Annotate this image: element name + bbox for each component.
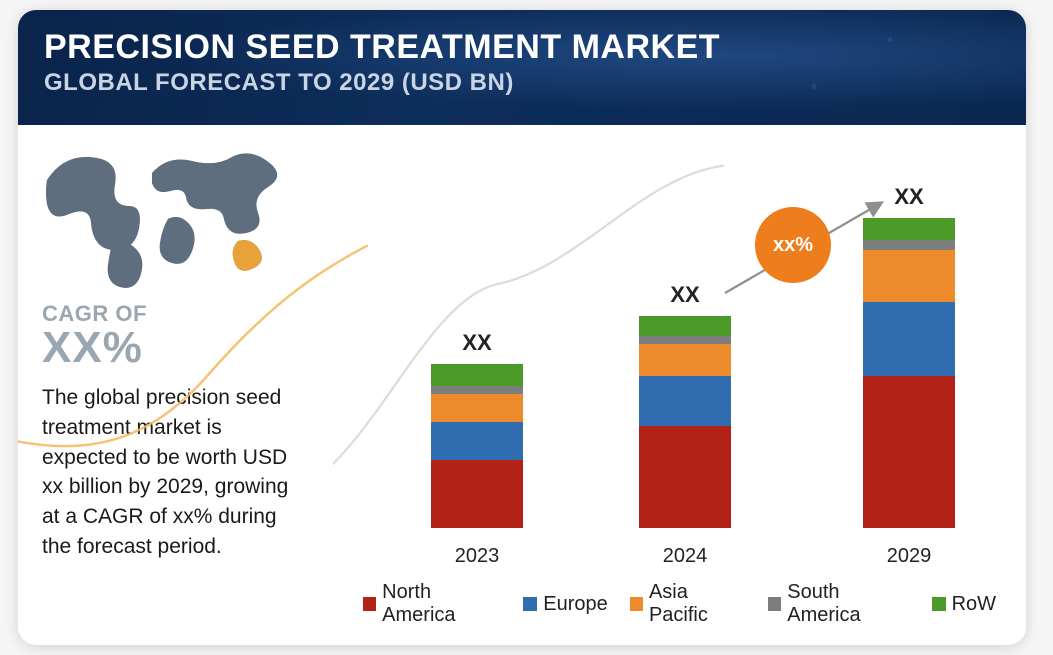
legend: North America Europe Asia Pacific South … [363, 581, 996, 627]
seg-sa [639, 336, 731, 344]
page-subtitle: GLOBAL FORECAST TO 2029 (USD BN) [44, 69, 1000, 97]
legend-swatch [932, 597, 946, 611]
seg-sa [431, 386, 523, 394]
legend-label: South America [787, 581, 909, 627]
world-map-icon [42, 145, 302, 295]
legend-swatch [363, 597, 376, 611]
cagr-bubble: xx% [755, 207, 831, 283]
x-axis: 2023 2024 2029 [371, 539, 972, 573]
page-title: PRECISION SEED TREATMENT MARKET [44, 28, 1000, 67]
seg-eu [639, 376, 731, 426]
legend-item-eu: Europe [523, 593, 608, 616]
legend-label: Europe [543, 593, 608, 616]
description-text: The global precision seed treatment mark… [42, 383, 301, 562]
seg-na [863, 376, 955, 528]
legend-item-row: RoW [932, 593, 996, 616]
seg-na [639, 426, 731, 528]
seg-row [431, 364, 523, 386]
legend-swatch [768, 597, 781, 611]
seg-eu [863, 302, 955, 376]
bar-label-2023: XX [417, 330, 537, 356]
xtick-2029: 2029 [849, 545, 969, 568]
legend-item-na: North America [363, 581, 501, 627]
header: PRECISION SEED TREATMENT MARKET GLOBAL F… [18, 10, 1026, 125]
legend-label: Asia Pacific [649, 581, 746, 627]
seg-ap [639, 344, 731, 376]
legend-item-ap: Asia Pacific [630, 581, 746, 627]
seg-ap [431, 394, 523, 422]
left-panel: CAGR OF XX% The global precision seed tr… [18, 125, 323, 645]
bar-2023 [431, 364, 523, 528]
legend-swatch [523, 597, 537, 611]
plot-area: XX XX [371, 145, 972, 529]
cagr-bubble-label: xx% [773, 234, 813, 257]
chart-panel: XX XX [323, 125, 1026, 645]
xtick-2024: 2024 [625, 545, 745, 568]
body: CAGR OF XX% The global precision seed tr… [18, 125, 1026, 645]
legend-label: North America [382, 581, 501, 627]
cagr-value: XX% [42, 323, 301, 373]
infographic-card: PRECISION SEED TREATMENT MARKET GLOBAL F… [18, 10, 1026, 645]
legend-item-sa: South America [768, 581, 909, 627]
legend-label: RoW [952, 593, 996, 616]
bar-2024 [639, 316, 731, 528]
legend-swatch [630, 597, 643, 611]
seg-row [639, 316, 731, 336]
seg-eu [431, 422, 523, 460]
seg-na [431, 460, 523, 528]
xtick-2023: 2023 [417, 545, 537, 568]
stacked-bar-chart: XX XX [333, 145, 992, 573]
